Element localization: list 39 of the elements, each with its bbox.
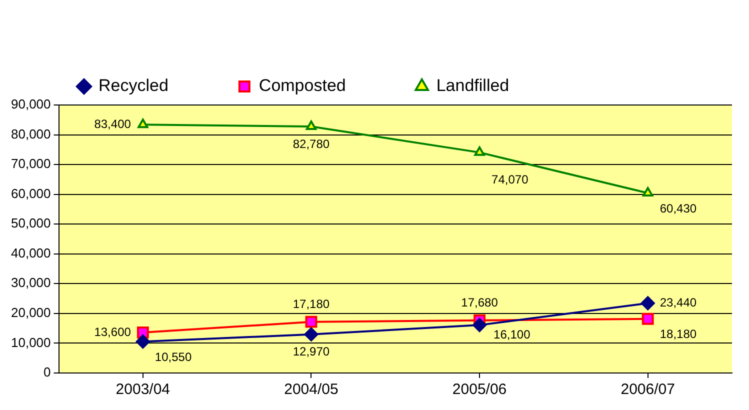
y-tick-label: 90,000: [10, 96, 51, 112]
y-tick-label: 20,000: [10, 305, 51, 320]
y-tick-label: 0: [44, 364, 51, 380]
data-label: 17,180: [292, 297, 330, 312]
point: [474, 146, 485, 156]
point: [304, 327, 318, 342]
point: [306, 120, 317, 130]
y-tick-label: 40,000: [10, 245, 51, 260]
point: [136, 334, 150, 349]
x-tick-label: 2003/04: [116, 381, 170, 398]
y-tick-label: 80,000: [10, 126, 51, 142]
data-label: 23,440: [660, 296, 697, 310]
x-tick-label: 2005/06: [452, 381, 507, 398]
legend-label: Composted: [258, 76, 346, 96]
point: [642, 312, 654, 325]
data-label: 16,100: [494, 327, 531, 342]
data-label: 60,430: [660, 201, 697, 216]
legend-label: Recycled: [98, 76, 168, 96]
point: [472, 318, 487, 332]
data-label: 12,970: [292, 344, 330, 359]
y-tick-label: 30,000: [10, 275, 51, 290]
data-label: 13,600: [94, 324, 132, 339]
point: [642, 187, 654, 197]
y-tick-label: 60,000: [10, 186, 51, 201]
y-tick-label: 10,000: [10, 334, 51, 350]
data-label: 83,400: [94, 116, 132, 131]
x-tick-label: 2006/07: [620, 381, 675, 398]
x-tick-label: 2004/05: [284, 381, 338, 398]
data-label: 82,780: [292, 136, 330, 151]
y-tick-label: 50,000: [10, 216, 51, 231]
point: [138, 118, 148, 128]
legend-label: Landfilled: [436, 76, 510, 96]
point: [305, 316, 318, 328]
data-label: 10,550: [154, 350, 192, 364]
data-label: 18,180: [660, 327, 697, 342]
data-label: 74,070: [492, 172, 529, 187]
y-tick-label: 70,000: [10, 156, 51, 172]
point: [640, 296, 655, 310]
data-label: 17,680: [461, 296, 498, 310]
